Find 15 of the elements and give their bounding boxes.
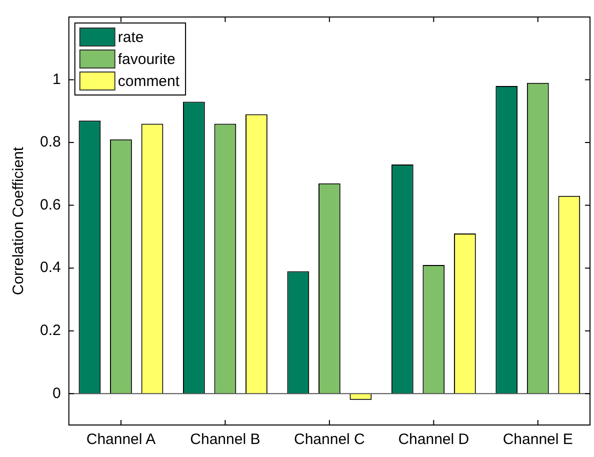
x-tick-label: Channel A [86, 431, 156, 448]
y-tick-label: 0 [52, 384, 61, 402]
legend-label: rate [118, 29, 144, 46]
y-tick-label: 0.4 [40, 259, 61, 276]
y-tick-label: 1 [52, 70, 61, 88]
y-tick-label: 0.6 [40, 196, 61, 214]
y-tick-label: 0.2 [40, 322, 61, 339]
x-tick-label: Channel C [294, 431, 366, 448]
x-tick-label: Channel E [502, 431, 573, 448]
y-tick-label: 0.8 [40, 134, 61, 151]
x-tick-label: Channel D [398, 431, 470, 448]
legend-label: comment [118, 73, 180, 90]
y-axis-title: Correlation Coefficient [10, 146, 28, 296]
legend-label: favourite [118, 51, 176, 68]
x-tick-label: Channel B [190, 431, 260, 448]
